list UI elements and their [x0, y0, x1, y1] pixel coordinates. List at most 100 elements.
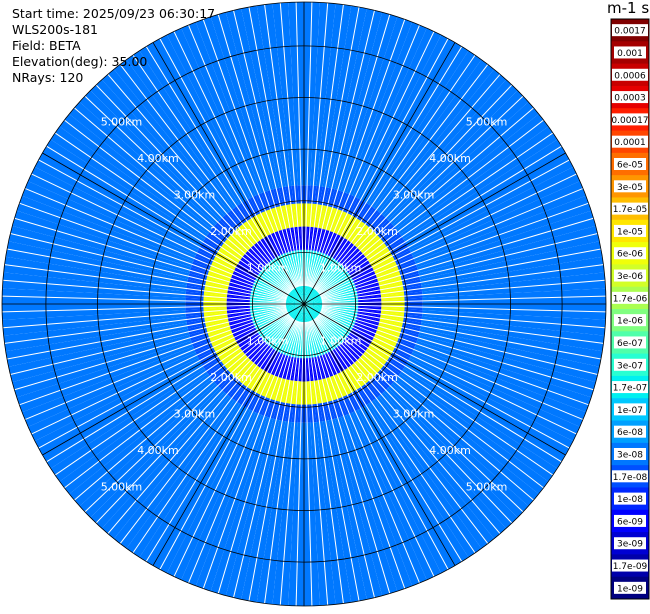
colorbar-tick-label: 1.7e-05 — [613, 205, 648, 215]
ray-gap — [306, 321, 360, 602]
azimuth-spoke — [42, 303, 305, 456]
ray-gap — [10, 307, 287, 375]
ray-gate-sector — [252, 304, 304, 324]
ray-gate-sector — [304, 304, 324, 356]
ray-gate-sector — [304, 304, 356, 324]
ray-gap — [64, 119, 290, 294]
ray-gate-sector — [304, 304, 327, 355]
colorbar-tick-label: 1.7e-08 — [613, 473, 648, 483]
colorbar-tick-label: 0.001 — [617, 49, 643, 59]
ray-gap — [145, 319, 295, 562]
colorbar-label-box — [614, 403, 646, 416]
ray-gap — [107, 74, 293, 291]
ray-gap — [119, 318, 294, 544]
colorbar-label-box — [612, 559, 648, 572]
ray-gap — [321, 264, 604, 303]
colorbar-tick-label: 1.7e-06 — [613, 294, 648, 304]
colorbar-tick-label: 6e-06 — [617, 250, 643, 260]
colorbar-tick-label: 1e-08 — [617, 495, 643, 505]
range-ring-label: 4.00km — [429, 444, 471, 457]
ray-gap — [38, 159, 289, 296]
ray-gap — [312, 38, 449, 289]
ray-gap — [233, 321, 301, 598]
ray-gap — [4, 305, 287, 344]
colorbar-label-box — [614, 537, 646, 550]
colorbar-label-box — [614, 180, 646, 193]
ray-gap — [2, 304, 287, 329]
colorbar-label-box — [614, 448, 646, 460]
range-ring-label: 2.00km — [356, 225, 398, 238]
colorbar-label-box — [614, 247, 646, 260]
ray-gate-sector — [252, 284, 304, 304]
ray-gap — [132, 318, 295, 554]
ray-gap — [217, 321, 300, 594]
ray-gate-sector — [304, 289, 358, 304]
ray-gap — [187, 24, 298, 288]
ray-gate-sector — [250, 304, 304, 319]
range-ring-label: 1.00km — [247, 261, 289, 274]
ray-gap — [248, 6, 302, 287]
colorbar-tick-label: 0.0006 — [614, 71, 646, 81]
ray-gate-sector — [287, 251, 304, 304]
colorbar-label-box — [614, 46, 646, 59]
ray-gap — [2, 295, 286, 305]
range-ring-label: 5.00km — [466, 115, 508, 128]
ray-gap — [315, 317, 501, 534]
ray-gap — [2, 303, 286, 313]
ray-gap — [107, 317, 293, 534]
range-ring-label: 4.00km — [137, 444, 179, 457]
colorbar-tick-label: 1e-07 — [617, 406, 643, 416]
ray-gap — [264, 4, 303, 287]
ray-gap — [10, 233, 287, 301]
ray-gap — [46, 313, 289, 463]
ray-gap — [319, 159, 570, 296]
colorbar-label-box — [614, 358, 646, 371]
ray-gate-sector — [304, 251, 321, 304]
ray-gate-sector — [304, 253, 327, 304]
colorbar-label-box — [612, 202, 648, 215]
ray-gate-sector — [250, 304, 304, 316]
ray-gate-sector — [284, 304, 304, 356]
colorbar-tick-label: 1e-09 — [617, 584, 643, 594]
range-ring-label: 2.00km — [356, 371, 398, 384]
ray-gate-sector — [250, 295, 304, 304]
colorbar-unit-label: m-1 sr-1 — [607, 0, 650, 17]
colorbar-label-box — [612, 113, 648, 126]
colorbar-label-box — [614, 581, 646, 594]
ray-gap — [319, 313, 562, 463]
ray-gate-sector — [284, 252, 304, 304]
ray-gap — [74, 315, 291, 501]
ray-gap — [311, 320, 435, 577]
ray-gap — [320, 187, 584, 298]
ray-gate-sector — [289, 250, 304, 304]
ray-gate-sector — [304, 250, 319, 304]
ray-gap — [314, 64, 489, 290]
ray-gap — [295, 322, 305, 606]
ray-gate-sector — [251, 304, 304, 321]
ray-gap — [279, 2, 304, 287]
ray-gate-sector — [304, 281, 355, 304]
ray-gap — [95, 84, 292, 292]
ray-gap — [46, 145, 289, 295]
ray-gate-sector — [281, 253, 304, 304]
ray-gate-sector — [304, 304, 358, 313]
range-ring-label: 1.00km — [320, 335, 362, 348]
ray-gap — [6, 306, 287, 360]
colorbar-tick-label: 0.00017 — [611, 116, 648, 126]
colorbar-frame — [610, 18, 650, 600]
ray-gap — [306, 6, 360, 287]
colorbar-label-box — [614, 158, 646, 170]
ray-gap — [304, 321, 329, 606]
ray-gap — [322, 303, 606, 313]
ray-gate-sector — [304, 250, 316, 304]
ray-gap — [187, 320, 298, 584]
ray-gap — [217, 14, 300, 287]
ray-gap — [318, 313, 554, 476]
colorbar-tick-label: 6e-09 — [617, 517, 643, 527]
colorbar-label-box — [612, 291, 648, 304]
range-ring-label: 5.00km — [101, 481, 143, 494]
colorbar-tick-label: 3e-07 — [617, 361, 643, 371]
ray-gate-sector — [249, 298, 304, 304]
ray-gap — [318, 119, 544, 294]
